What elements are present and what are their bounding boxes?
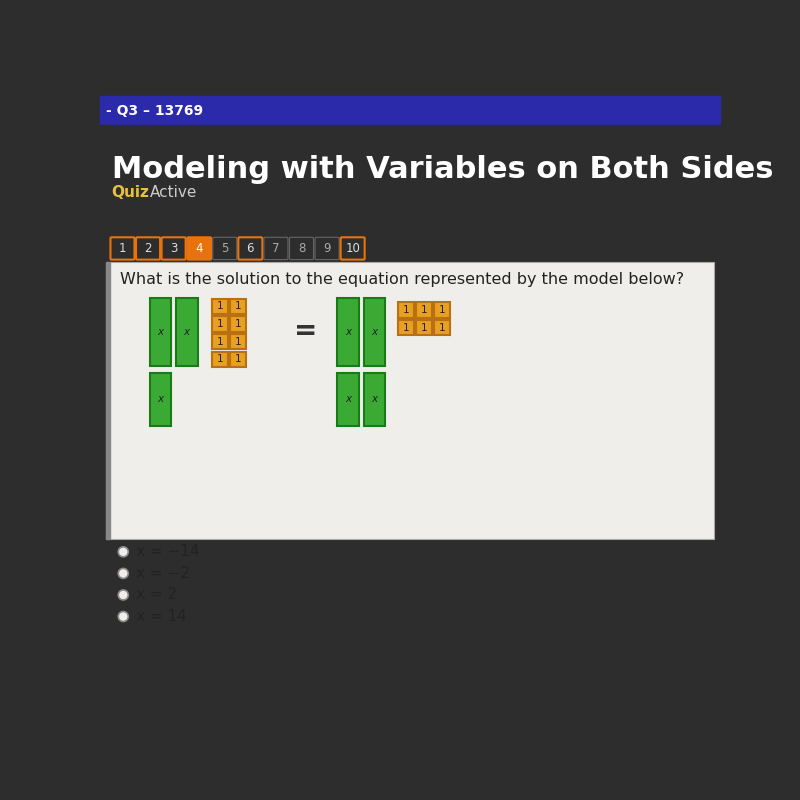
Text: 1: 1	[217, 337, 223, 346]
Text: 3: 3	[170, 242, 178, 255]
Text: Modeling with Variables on Both Sides: Modeling with Variables on Both Sides	[112, 154, 773, 184]
Text: 9: 9	[323, 242, 331, 255]
Text: 1: 1	[403, 322, 410, 333]
Bar	[176, 298, 198, 366]
Text: 1: 1	[438, 322, 445, 333]
Bar	[212, 298, 228, 314]
Text: 6: 6	[246, 242, 254, 255]
Bar	[337, 298, 359, 366]
Bar	[230, 352, 246, 367]
Bar	[337, 373, 359, 426]
Text: 5: 5	[221, 242, 229, 255]
Circle shape	[118, 547, 128, 557]
Bar	[363, 298, 386, 366]
Text: =: =	[294, 317, 317, 345]
Text: Quiz: Quiz	[112, 185, 150, 200]
Text: 1: 1	[438, 305, 445, 315]
Text: 10: 10	[346, 242, 360, 255]
Text: 1: 1	[217, 354, 223, 364]
Bar	[416, 302, 432, 318]
Bar	[150, 298, 171, 366]
Text: x: x	[158, 326, 163, 337]
Bar	[416, 320, 432, 335]
Text: 1: 1	[421, 322, 427, 333]
FancyBboxPatch shape	[187, 238, 211, 260]
Bar	[398, 302, 414, 318]
Bar	[106, 262, 714, 538]
Circle shape	[118, 568, 128, 578]
Bar	[230, 334, 246, 350]
Text: 1: 1	[234, 337, 242, 346]
Text: 1: 1	[234, 319, 242, 329]
Text: 8: 8	[298, 242, 305, 255]
Text: x: x	[345, 394, 351, 404]
Bar	[150, 373, 171, 426]
Text: 1: 1	[217, 302, 223, 311]
Bar	[212, 334, 228, 350]
Text: x: x	[184, 326, 190, 337]
Bar	[434, 320, 450, 335]
Text: 1: 1	[421, 305, 427, 315]
Text: x = 2: x = 2	[136, 587, 177, 602]
Text: 1: 1	[234, 302, 242, 311]
Text: 1: 1	[118, 242, 126, 255]
Text: What is the solution to the equation represented by the model below?: What is the solution to the equation rep…	[120, 272, 684, 286]
Text: x: x	[345, 326, 351, 337]
Text: 2: 2	[144, 242, 152, 255]
Text: 1: 1	[234, 354, 242, 364]
Bar	[363, 373, 386, 426]
Text: x: x	[371, 394, 378, 404]
Text: x = −14: x = −14	[136, 544, 199, 559]
Text: 1: 1	[217, 319, 223, 329]
Bar	[230, 316, 246, 332]
Bar	[398, 320, 414, 335]
Bar	[212, 316, 228, 332]
Text: 1: 1	[403, 305, 410, 315]
Circle shape	[118, 611, 128, 622]
Bar	[106, 262, 110, 538]
Bar	[230, 298, 246, 314]
Text: 4: 4	[195, 242, 203, 255]
Text: x: x	[371, 326, 378, 337]
Text: x: x	[158, 394, 163, 404]
Text: x = −2: x = −2	[136, 566, 190, 581]
Circle shape	[118, 590, 128, 600]
Bar	[212, 352, 228, 367]
Text: x = 14: x = 14	[136, 609, 186, 624]
Text: Active: Active	[150, 185, 198, 200]
Bar	[434, 302, 450, 318]
Text: 7: 7	[272, 242, 280, 255]
Text: - Q3 – 13769: - Q3 – 13769	[106, 104, 203, 118]
Bar	[100, 96, 720, 126]
